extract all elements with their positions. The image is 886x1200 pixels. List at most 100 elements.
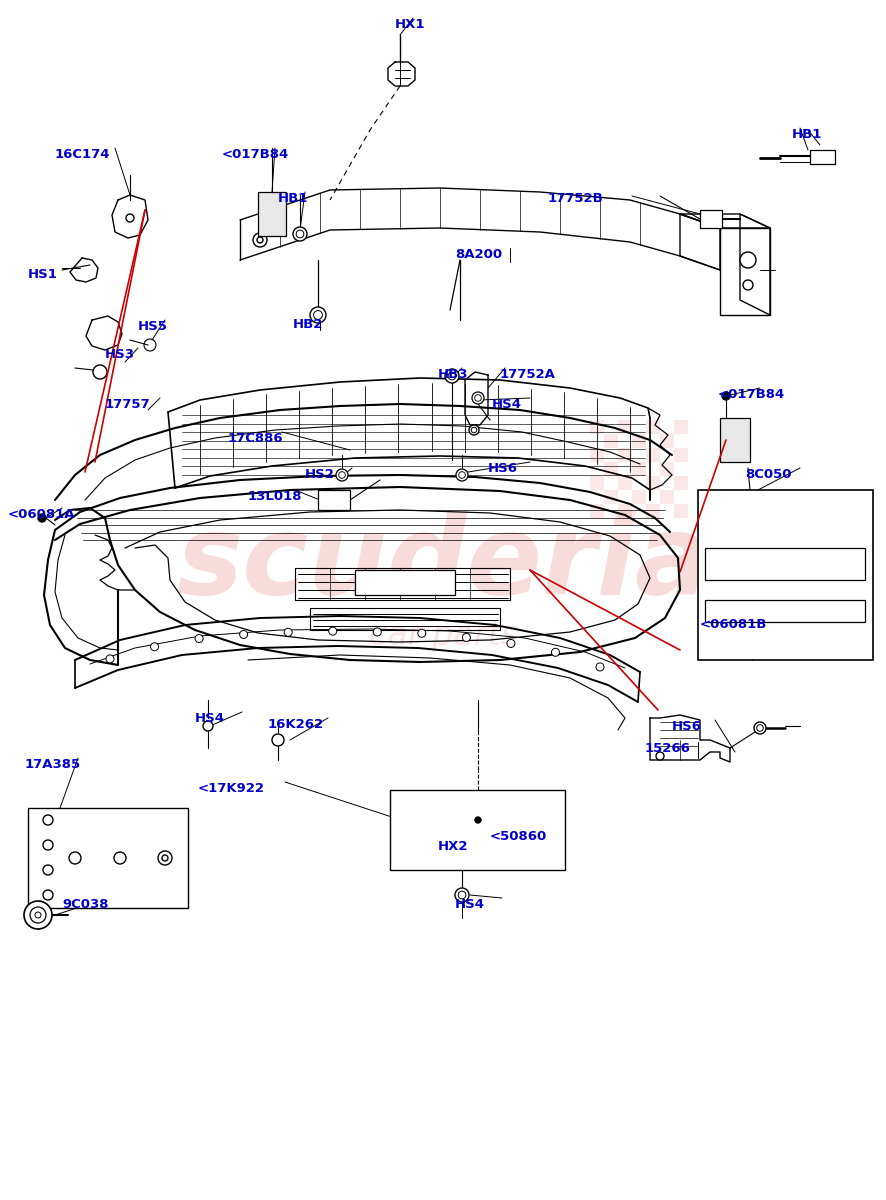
- Bar: [673, 504, 688, 518]
- Bar: [659, 504, 673, 518]
- Text: 17752A: 17752A: [500, 368, 556, 382]
- Circle shape: [595, 662, 603, 671]
- Bar: [603, 504, 618, 518]
- Bar: [645, 462, 659, 476]
- Circle shape: [30, 907, 46, 923]
- Text: HS2: HS2: [305, 468, 335, 481]
- Bar: [589, 476, 603, 490]
- Circle shape: [417, 629, 425, 637]
- Bar: [659, 420, 673, 434]
- Circle shape: [114, 852, 126, 864]
- Text: HX1: HX1: [394, 18, 425, 31]
- Bar: [673, 462, 688, 476]
- Bar: [603, 448, 618, 462]
- Text: HX2: HX2: [438, 840, 468, 853]
- Bar: [258, 192, 285, 236]
- Circle shape: [455, 469, 468, 481]
- Circle shape: [203, 721, 213, 731]
- Circle shape: [309, 307, 326, 323]
- Bar: [318, 490, 350, 510]
- Text: 16C174: 16C174: [55, 148, 111, 161]
- Text: HB1: HB1: [277, 192, 308, 205]
- Bar: [645, 420, 659, 434]
- Circle shape: [272, 734, 284, 746]
- Bar: [659, 448, 673, 462]
- Text: 13L018: 13L018: [248, 490, 302, 503]
- Bar: [632, 434, 645, 448]
- Polygon shape: [707, 500, 864, 530]
- Bar: [603, 462, 618, 476]
- Circle shape: [69, 852, 81, 864]
- Circle shape: [469, 425, 478, 434]
- Circle shape: [239, 630, 247, 638]
- Bar: [354, 570, 455, 595]
- Bar: [699, 210, 721, 228]
- Bar: [645, 434, 659, 448]
- Bar: [28, 808, 188, 908]
- Text: 17C886: 17C886: [228, 432, 284, 445]
- Bar: [603, 490, 618, 504]
- Polygon shape: [400, 802, 557, 862]
- Bar: [659, 434, 673, 448]
- Text: 17A385: 17A385: [25, 758, 81, 770]
- Text: HS6: HS6: [487, 462, 517, 475]
- Bar: [673, 434, 688, 448]
- Circle shape: [43, 865, 53, 875]
- Text: 8C050: 8C050: [744, 468, 790, 481]
- Bar: [603, 434, 618, 448]
- Text: HB1: HB1: [791, 128, 821, 140]
- Circle shape: [739, 252, 755, 268]
- Circle shape: [158, 851, 172, 865]
- Bar: [618, 490, 632, 504]
- Text: 17757: 17757: [105, 398, 151, 410]
- Circle shape: [43, 815, 53, 826]
- Text: <017B84: <017B84: [717, 388, 784, 401]
- Circle shape: [506, 640, 515, 648]
- Circle shape: [43, 840, 53, 850]
- Bar: [618, 462, 632, 476]
- Bar: [632, 476, 645, 490]
- Bar: [704, 548, 864, 580]
- Text: 17752B: 17752B: [548, 192, 603, 205]
- Bar: [645, 504, 659, 518]
- Bar: [697, 490, 872, 660]
- Text: HS3: HS3: [105, 348, 135, 361]
- Text: <017B84: <017B84: [222, 148, 289, 161]
- Bar: [390, 790, 564, 870]
- Bar: [618, 448, 632, 462]
- Text: HS6: HS6: [672, 720, 701, 733]
- Bar: [645, 490, 659, 504]
- Circle shape: [445, 370, 458, 383]
- Circle shape: [475, 817, 480, 823]
- Circle shape: [257, 236, 263, 242]
- Text: car parts: car parts: [369, 619, 517, 653]
- Bar: [603, 476, 618, 490]
- Circle shape: [162, 854, 167, 862]
- Circle shape: [329, 628, 337, 635]
- Bar: [632, 462, 645, 476]
- Text: 8A200: 8A200: [455, 248, 501, 260]
- Circle shape: [93, 365, 107, 379]
- Bar: [589, 420, 603, 434]
- Bar: [632, 504, 645, 518]
- Circle shape: [126, 214, 134, 222]
- Circle shape: [753, 722, 766, 734]
- Circle shape: [151, 643, 159, 650]
- Bar: [673, 448, 688, 462]
- Circle shape: [144, 338, 156, 350]
- Polygon shape: [70, 258, 97, 282]
- Polygon shape: [387, 62, 415, 86]
- Bar: [632, 420, 645, 434]
- Bar: [673, 490, 688, 504]
- Bar: [589, 434, 603, 448]
- Text: HB2: HB2: [292, 318, 323, 331]
- Bar: [618, 434, 632, 448]
- Bar: [589, 448, 603, 462]
- Bar: [603, 420, 618, 434]
- Circle shape: [292, 227, 307, 241]
- Bar: [809, 150, 834, 164]
- Polygon shape: [464, 372, 487, 425]
- Bar: [632, 490, 645, 504]
- Text: 15266: 15266: [644, 742, 690, 755]
- Bar: [645, 448, 659, 462]
